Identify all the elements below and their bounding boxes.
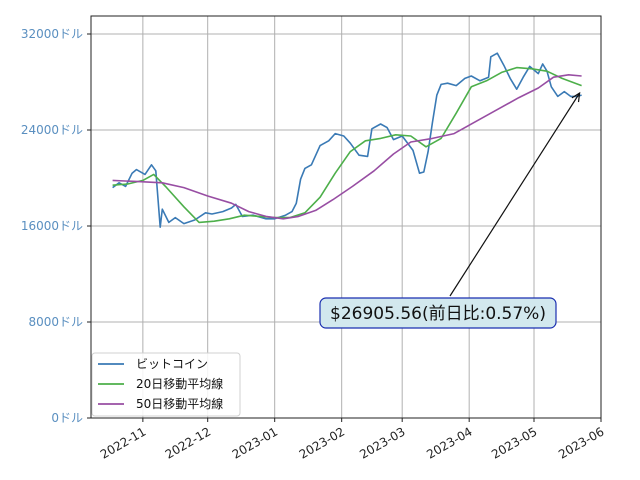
plot-frame	[90, 15, 602, 419]
y-tick-label: 16000ドル	[21, 219, 83, 233]
annotation-arrow-head	[571, 91, 581, 103]
series-line-2	[112, 66, 582, 224]
legend: ビットコイン 20日移動平均線 50日移動平均線	[91, 352, 241, 417]
legend-box	[91, 352, 241, 417]
annotation-box	[319, 297, 557, 329]
annotation-text: $26905.56(前日比:0.57%)	[330, 304, 546, 324]
y-tick-label: 8000ドル	[28, 315, 83, 329]
y-tick-label: 24000ドル	[21, 123, 83, 137]
y-tick-label: 0ドル	[51, 411, 83, 425]
series-line-1	[112, 52, 582, 228]
legend-label-2: 20日移動平均線	[136, 376, 223, 391]
legend-label-3: 50日移動平均線	[136, 396, 223, 411]
annotation-arrow-line	[449, 92, 581, 297]
price-annotation: $26905.56(前日比:0.57%)	[319, 91, 581, 329]
series-line-3	[112, 74, 582, 220]
y-tick-label: 32000ドル	[21, 27, 83, 41]
legend-label-1: ビットコイン	[136, 357, 208, 371]
series-lines	[112, 52, 582, 228]
y-axis: 0ドル 8000ドル 16000ドル 24000ドル 32000ドル	[21, 27, 91, 425]
